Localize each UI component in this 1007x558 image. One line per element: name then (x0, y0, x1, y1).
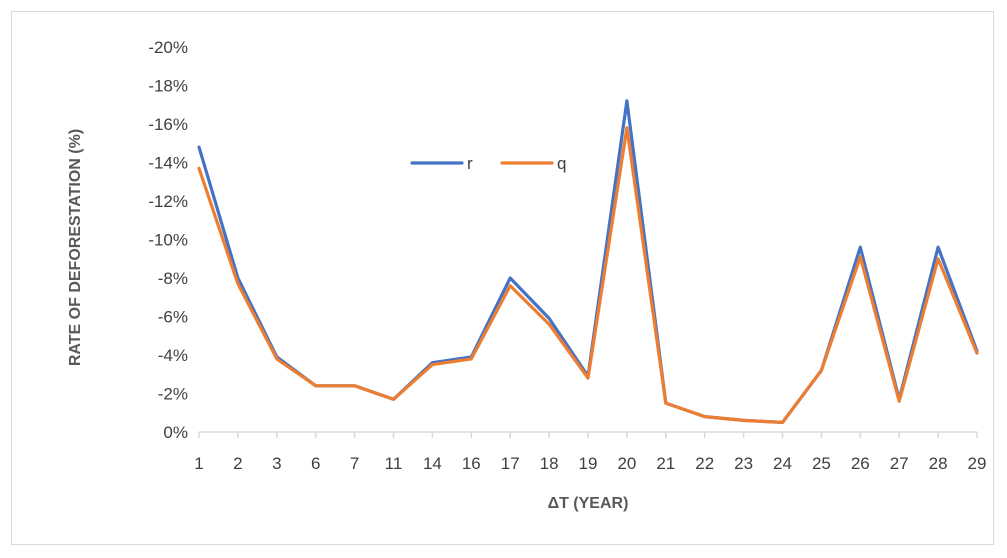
y-tick-label: -20% (148, 38, 188, 57)
x-tick-label: 17 (501, 454, 520, 473)
x-tick-label: 20 (617, 454, 636, 473)
y-tick-label: -14% (148, 154, 188, 173)
x-tick-label: 25 (812, 454, 831, 473)
x-tick-label: 19 (579, 454, 598, 473)
x-tick-label: 21 (656, 454, 675, 473)
y-axis-ticks: 0% -2% -4% -6% -8% -10% -12% -14% -16% -18% -20% (148, 38, 188, 442)
x-axis-title: ΔT (YEAR) (548, 495, 629, 512)
x-tick-label: 16 (462, 454, 481, 473)
x-tick-label: 28 (929, 454, 948, 473)
x-tick-label: 3 (272, 454, 281, 473)
x-tick-label: 6 (311, 454, 320, 473)
x-tick-label: 23 (734, 454, 753, 473)
chart-frame (11, 11, 994, 545)
y-tick-label: -18% (148, 77, 188, 96)
x-tick-label: 26 (851, 454, 870, 473)
legend-label-r: r (467, 154, 473, 173)
x-tick-label: 27 (890, 454, 909, 473)
series-line-q (197, 126, 979, 424)
y-tick-label: -16% (148, 115, 188, 134)
legend-label-q: q (557, 154, 566, 173)
y-tick-label: -8% (158, 269, 188, 288)
y-tick-label: -4% (158, 346, 188, 365)
y-tick-label: -2% (158, 385, 188, 404)
y-tick-label: 0% (163, 423, 188, 442)
x-tick-label: 2 (233, 454, 242, 473)
y-tick-label: -6% (158, 308, 188, 327)
x-tick-label: 1 (194, 454, 203, 473)
x-tick-label: 24 (773, 454, 792, 473)
x-tick-label: 14 (423, 454, 442, 473)
x-tick-label: 18 (540, 454, 559, 473)
y-axis-title: RATE OF DEFORESTATION (%) (67, 129, 84, 366)
y-tick-label: -10% (148, 231, 188, 250)
series-lines (197, 99, 979, 424)
x-tick-label: 29 (968, 454, 987, 473)
x-tick-label: 22 (695, 454, 714, 473)
x-axis-ticks: 1 2 3 6 7 11 14 16 17 18 19 20 21 22 23 24 25 26 27 28 29 (194, 432, 986, 473)
x-tick-label: 11 (385, 454, 403, 473)
y-tick-label: -12% (148, 192, 188, 211)
x-tick-label: 7 (350, 454, 359, 473)
